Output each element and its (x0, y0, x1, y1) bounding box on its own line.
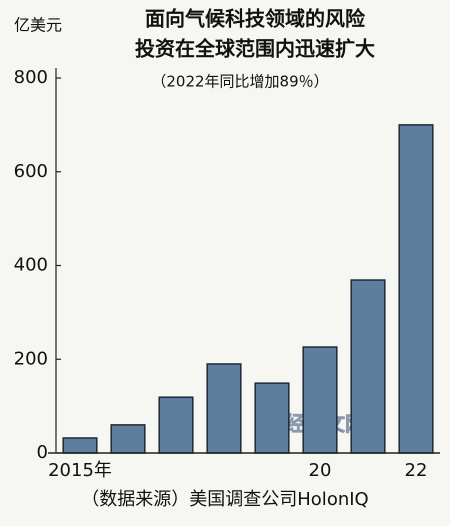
y-tick-label: 600 (14, 161, 48, 182)
y-tick-label: 0 (37, 442, 48, 463)
bar (158, 396, 194, 454)
y-tick-label: 800 (14, 67, 48, 88)
y-tick-label: 400 (14, 255, 48, 276)
source-note: （数据来源）美国调查公司HolonIQ (81, 489, 368, 510)
y-unit: 亿美元 (14, 16, 62, 35)
bar (398, 124, 434, 454)
chart-subtitle: （2022年同比增加89％） (151, 73, 328, 91)
x-tick-label: 22 (405, 460, 428, 481)
chart-title: 投资在全球范围内迅速扩大 (135, 37, 375, 61)
y-tick-label: 200 (14, 348, 48, 369)
bar (302, 346, 338, 454)
bar (206, 363, 242, 454)
bar (350, 279, 386, 454)
chart-title: 面向气候科技领域的风险 (145, 7, 366, 31)
bar (254, 382, 290, 454)
bar (110, 424, 146, 454)
x-tick-label: 20 (309, 460, 332, 481)
x-tick-label: 2015年 (48, 460, 112, 481)
bar (62, 437, 98, 454)
